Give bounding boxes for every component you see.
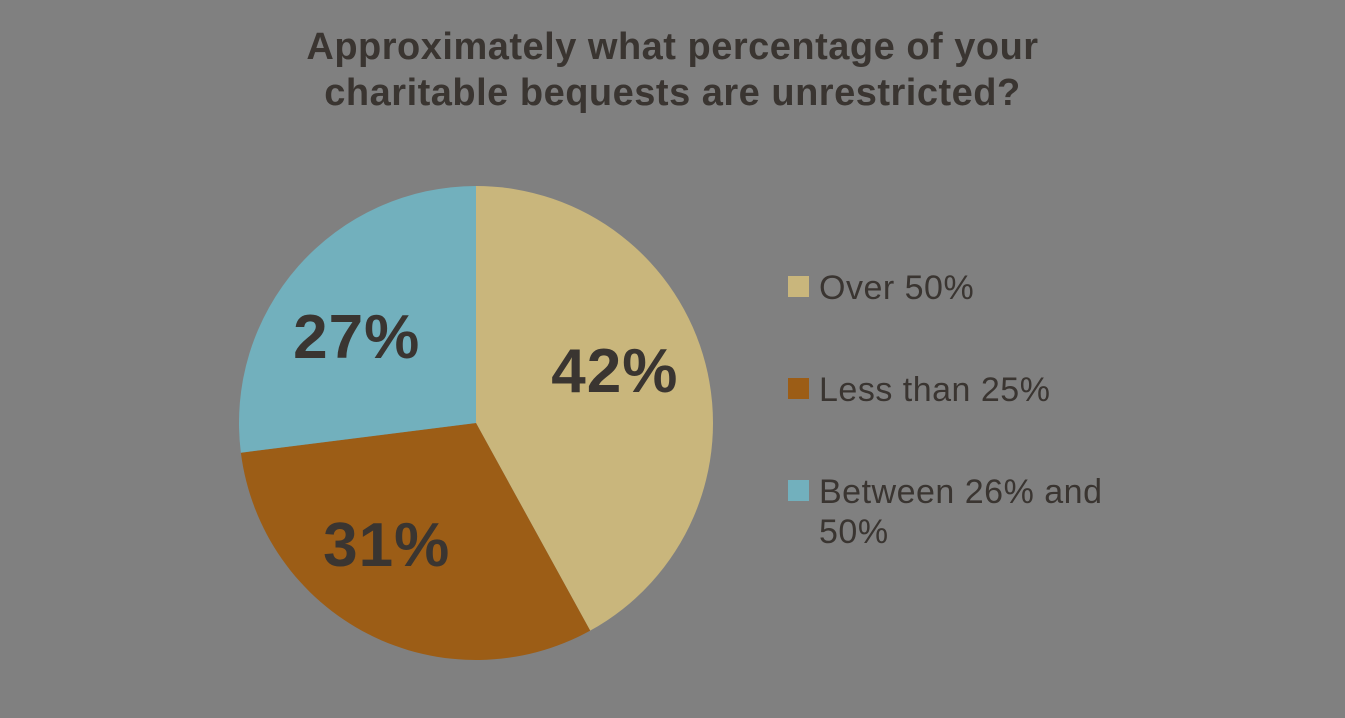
pie-slice (239, 186, 476, 453)
chart-title: Approximately what percentage of your ch… (306, 26, 1039, 115)
pie-slice (476, 186, 713, 631)
legend-label-between-26-50: Between 26% and 50% (819, 472, 1103, 552)
legend-item-over-50: Over 50% (788, 268, 1158, 309)
legend-marker-less-than-25-icon (788, 377, 809, 399)
legend-label-less-than-25: Less than 25% (819, 370, 1051, 409)
legend-marker-between-26-50-icon (788, 479, 809, 501)
pie-slice-data-label: 27% (293, 303, 420, 372)
legend-item-between-26-50: Between 26% and 50% (788, 472, 1158, 554)
legend: Over 50% Less than 25% Between 26% and 5… (788, 268, 1158, 614)
legend-item-less-than-25: Less than 25% (788, 370, 1158, 411)
legend-marker-over-50-icon (788, 276, 809, 297)
pie-slice-data-label: 42% (551, 337, 678, 406)
legend-label-over-50: Over 50% (819, 269, 975, 307)
pie-slice (240, 423, 591, 660)
pie-slice-data-label: 31% (323, 511, 450, 580)
